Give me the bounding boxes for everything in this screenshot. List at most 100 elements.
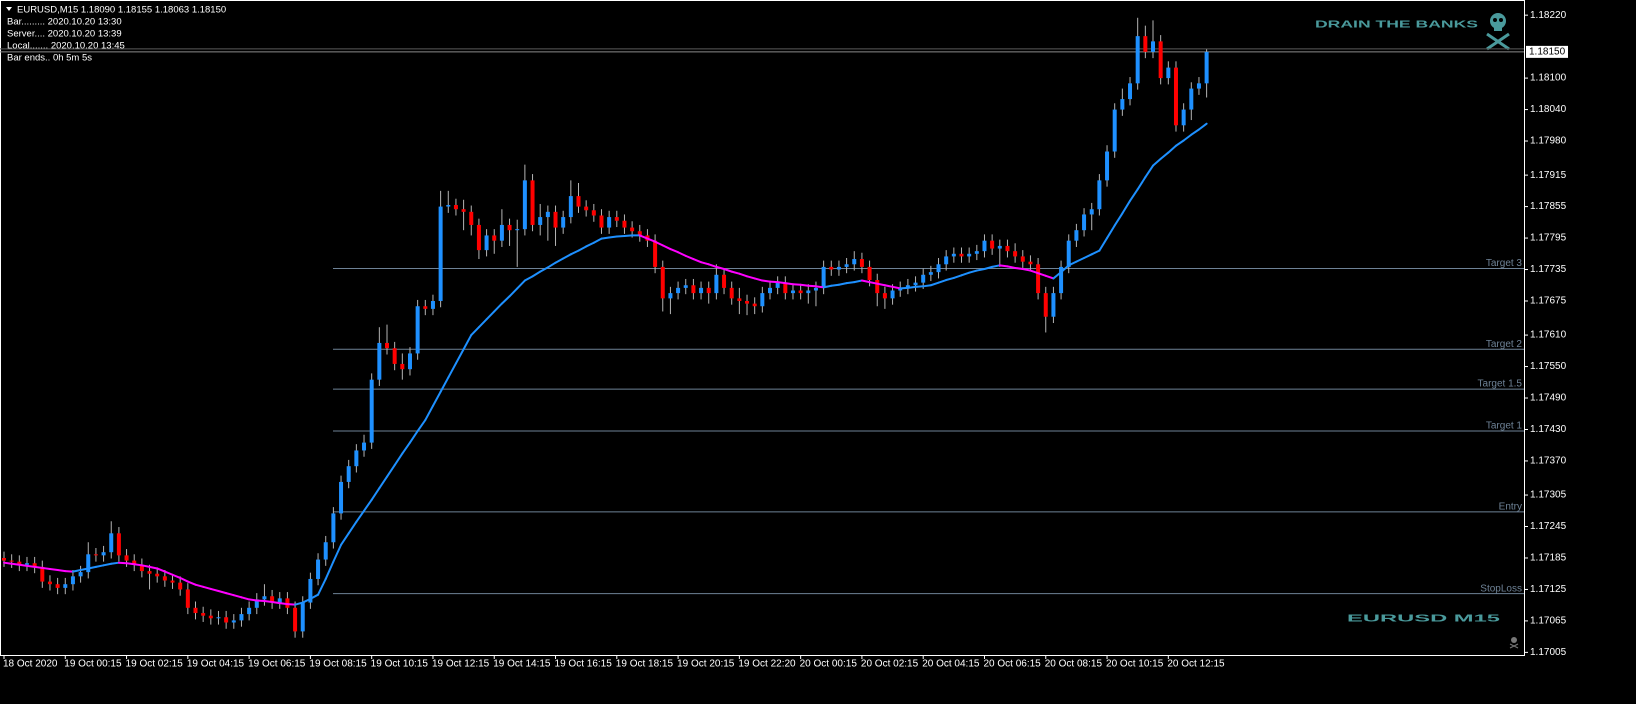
ma-segment — [1090, 249, 1101, 256]
ma-segment — [1197, 122, 1208, 131]
candle-body — [706, 287, 711, 294]
candle-body — [1173, 67, 1178, 126]
candle-body — [499, 224, 504, 241]
ma-segment — [225, 592, 235, 597]
candle-body — [553, 211, 558, 228]
ma-segment — [248, 598, 258, 602]
ma-segment — [822, 284, 833, 289]
price-box — [1526, 45, 1568, 58]
candle-body — [415, 306, 420, 354]
x-tick-label: 20 Oct 06:15 — [983, 659, 1041, 670]
menu-arrow[interactable] — [6, 7, 12, 11]
ma-segment — [470, 326, 480, 337]
candle-body — [178, 582, 183, 590]
ma-segment — [669, 248, 680, 254]
ma-segment — [891, 285, 902, 290]
x-tick-label: 20 Oct 12:15 — [1167, 659, 1225, 670]
candle-body — [729, 287, 734, 299]
candle-body — [1128, 83, 1133, 100]
ma-segment — [156, 567, 166, 573]
candle-body — [185, 589, 190, 608]
ma-segment — [807, 284, 817, 288]
candle-body — [300, 602, 305, 632]
candle-body — [1196, 83, 1201, 89]
ma-segment — [125, 562, 136, 566]
candle-body — [484, 235, 489, 251]
y-tick-label: 1.17490 — [1530, 393, 1567, 404]
candle-body — [790, 290, 795, 294]
ma-segment — [94, 564, 105, 568]
small-skull-icon — [1509, 637, 1519, 649]
ma-segment — [523, 275, 534, 282]
ma-segment — [1098, 237, 1109, 252]
ma-segment — [684, 254, 695, 261]
bar-time: Bar......... 2020.10.20 13:30 — [7, 17, 122, 28]
level-label: Target 2 — [1486, 339, 1523, 350]
ma-segment — [738, 272, 749, 278]
y-tick-label: 1.17370 — [1530, 456, 1567, 467]
ma-segment — [110, 561, 120, 565]
candle-body — [1120, 99, 1125, 110]
candle-body — [545, 211, 550, 218]
ma-segment — [883, 284, 894, 288]
candle-body — [362, 442, 367, 451]
ma-segment — [868, 281, 879, 285]
ma-segment — [133, 563, 143, 567]
candle-body — [1005, 245, 1010, 252]
ma-segment — [179, 576, 189, 583]
ma-segment — [1075, 256, 1086, 263]
candle-body — [1135, 36, 1140, 84]
y-tick-label: 1.18100 — [1530, 73, 1567, 84]
ma-segment — [937, 279, 948, 284]
ma-segment — [554, 257, 565, 264]
candle-body — [32, 563, 37, 567]
candle-body — [836, 266, 841, 270]
ma-segment — [1129, 188, 1139, 202]
y-tick-label: 1.17610 — [1530, 330, 1567, 341]
ma-segment — [715, 265, 726, 270]
candle-body — [17, 561, 22, 565]
candle-body — [875, 280, 880, 294]
ma-segment — [48, 567, 59, 572]
candle-body — [400, 363, 405, 370]
candle-body — [867, 266, 872, 281]
ma-segment — [860, 279, 871, 284]
ma-segment — [623, 234, 634, 237]
candle-body — [430, 300, 435, 309]
ma-segment — [1044, 274, 1055, 280]
ma-segment — [431, 390, 442, 407]
ma-segment — [539, 266, 549, 273]
x-tick-label: 20 Oct 00:15 — [800, 659, 858, 670]
ma-segment — [761, 279, 771, 283]
ma-segment — [700, 261, 710, 266]
ma-segment — [493, 302, 503, 313]
candle-body — [377, 342, 382, 380]
candle-body — [331, 513, 336, 543]
candle-body — [93, 554, 98, 556]
ma-segment — [271, 601, 281, 605]
ma-segment — [1113, 212, 1124, 227]
ma-segment — [769, 280, 779, 284]
ma-segment — [41, 566, 51, 570]
ma-segment — [983, 265, 994, 270]
plot-frame — [0, 0, 1525, 656]
ma-segment — [347, 520, 358, 535]
bar-ends: Bar ends.. 0h 5m 5s — [7, 53, 92, 64]
candle-body — [385, 342, 389, 349]
x-tick-label: 20 Oct 08:15 — [1045, 659, 1103, 670]
candle-body — [270, 596, 275, 603]
ma-segment — [186, 580, 197, 586]
candle-body — [936, 264, 941, 273]
candle-body — [24, 563, 29, 565]
candle-body — [446, 205, 451, 207]
candle-body — [339, 481, 344, 514]
candle-body — [637, 231, 642, 236]
watermark-brand: DRAIN THE BANKS — [1315, 20, 1479, 31]
candle-body — [622, 220, 627, 228]
candle-body — [492, 235, 497, 241]
candle-body — [737, 298, 742, 301]
ma-segment — [56, 569, 67, 573]
ma-segment — [10, 562, 21, 566]
level-label: StopLoss — [1480, 583, 1522, 594]
candle-body — [607, 217, 612, 228]
